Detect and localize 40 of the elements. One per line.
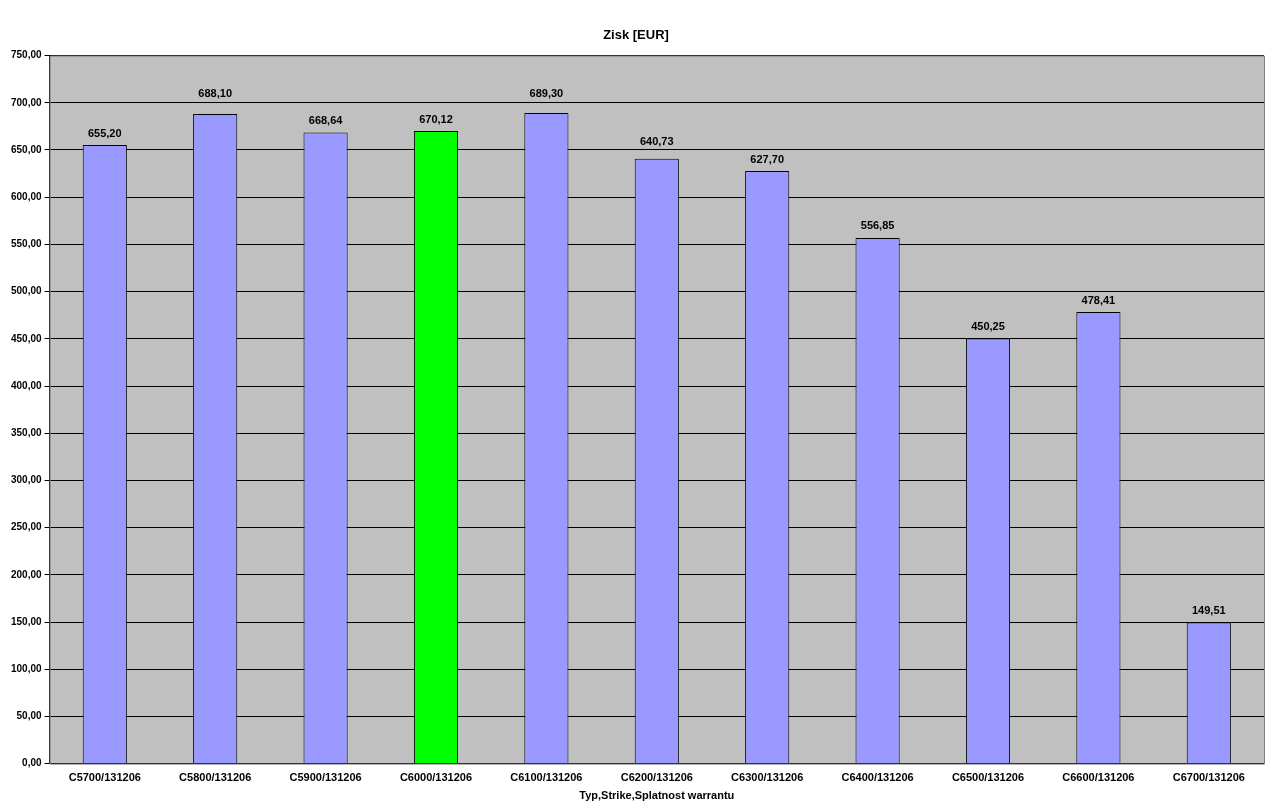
x-tick-label: C6300/131206 xyxy=(731,771,804,784)
x-tick-label: C6700/131206 xyxy=(1172,771,1245,784)
y-tick-label: 700,00 xyxy=(10,96,43,108)
y-tick-label: 250,00 xyxy=(10,521,43,533)
x-tick-label: C6600/131206 xyxy=(1062,771,1135,784)
y-tick-label: 750,00 xyxy=(10,49,43,61)
y-tick-label: 650,00 xyxy=(10,143,43,155)
x-tick-label: C5800/131206 xyxy=(179,771,252,784)
data-label: 627,70 xyxy=(750,152,785,165)
data-label: 689,30 xyxy=(529,87,564,100)
chart-title: Zisk [EUR] xyxy=(603,27,669,43)
y-tick-label: 300,00 xyxy=(10,474,43,486)
data-label: 149,51 xyxy=(1191,603,1226,616)
data-label: 668,64 xyxy=(308,113,344,126)
x-axis-title: Typ,Strike,Splatnost warrantu xyxy=(579,789,735,802)
y-tick-label: 450,00 xyxy=(10,332,43,344)
y-tick-label: 0,00 xyxy=(22,757,43,769)
x-tick-label: C6100/131206 xyxy=(510,771,583,784)
y-tick-label: 150,00 xyxy=(10,615,43,627)
y-tick-label: 100,00 xyxy=(10,662,43,674)
y-tick-label: 500,00 xyxy=(10,285,43,297)
data-label: 670,12 xyxy=(419,112,453,125)
data-label: 556,85 xyxy=(860,219,895,232)
data-label: 640,73 xyxy=(639,134,674,147)
x-tick-label: C6200/131206 xyxy=(620,771,693,784)
y-tick-label: 200,00 xyxy=(10,568,43,580)
y-tick-label: 350,00 xyxy=(10,426,43,438)
data-label: 450,25 xyxy=(971,320,1005,333)
y-tick-label: 550,00 xyxy=(10,238,43,250)
data-label: 688,10 xyxy=(198,87,233,100)
x-tick-label: C6000/131206 xyxy=(399,771,473,784)
y-tick-label: 50,00 xyxy=(16,710,43,722)
x-tick-label: C6500/131206 xyxy=(951,771,1025,784)
y-tick-label: 600,00 xyxy=(10,190,43,202)
x-tick-label: C5900/131206 xyxy=(289,771,362,784)
data-label: 478,41 xyxy=(1081,293,1116,306)
x-tick-label: C5700/131206 xyxy=(68,771,141,784)
y-tick-label: 400,00 xyxy=(10,379,43,391)
data-label: 655,20 xyxy=(87,126,122,139)
x-tick-label: C6400/131206 xyxy=(841,771,914,784)
